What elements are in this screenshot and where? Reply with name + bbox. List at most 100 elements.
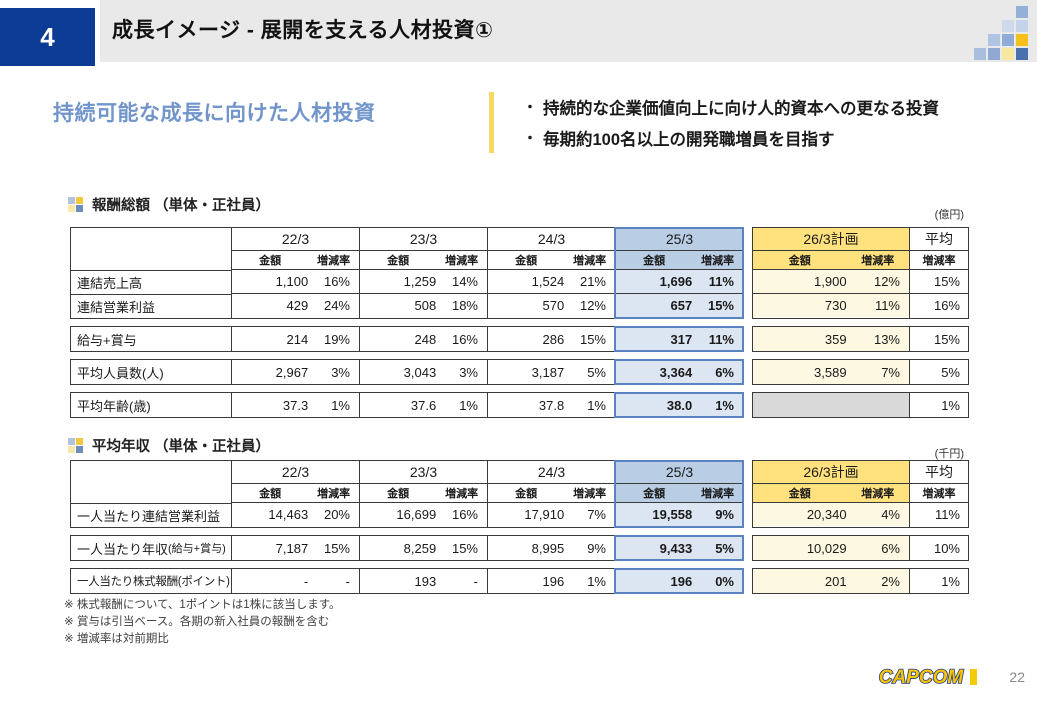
left-block: 一人当たり株式報酬(ポイント) -- 193- 196 1% 196 0% <box>70 568 744 594</box>
column-24-3: 24/3 金額 増減率 17,910 7% <box>487 461 615 527</box>
year-header: 24/3 <box>537 231 566 247</box>
table1: 連結売上高 連結営業利益 22/3 金額 増減率 1,100 16% 429 24% … <box>70 227 969 425</box>
data-cell: 196 1% <box>542 573 606 589</box>
table2-left-block: 一人当たり連結営業利益 22/3 金額 増減率 14,463 20% 23/3 金額… <box>70 460 744 528</box>
data-cell: 359 13% <box>753 327 909 351</box>
sub-header: 金額 増減率 <box>753 250 909 269</box>
table1-left-block: 連結売上高 連結営業利益 22/3 金額 増減率 1,100 16% 429 24% … <box>70 227 744 319</box>
year-header: 25/3 <box>616 461 743 483</box>
bullet-marker-icon: ・ <box>523 98 537 115</box>
rate-value: 24% <box>323 298 350 313</box>
row-label: 平均人員数(人) <box>77 365 164 381</box>
data-cell: 11% <box>910 502 968 526</box>
sub-header: 金額 増減率 <box>488 483 615 502</box>
data-cell: 508 18% <box>360 293 487 317</box>
column-25-3-highlighted: 25/3 金額 増減率 1,696 11% 657 15% <box>614 227 744 319</box>
data-cell: 37.3 1% <box>282 397 350 413</box>
header-bar <box>100 0 1037 62</box>
empty-cell <box>753 393 909 417</box>
data-cell: 1,100 16% <box>232 269 359 293</box>
column-23-3: 23/3 金額 増減率 1,259 14% 508 18% <box>359 228 487 318</box>
amount-value: 657 <box>670 298 693 313</box>
sub-header: 金額 増減率 <box>232 250 359 269</box>
data-cell: 8,259 15% <box>403 540 478 556</box>
data-cell: 14,463 20% <box>232 502 359 526</box>
rate-value: 14% <box>451 274 478 289</box>
right-block: 3,589 7% 5% <box>752 359 969 385</box>
footnote-line: ※ 株式報酬について、1ポイントは1株に該当します。 <box>64 599 341 611</box>
amount-value: 730 <box>824 298 847 313</box>
right-block: 10,029 6% 10% <box>752 535 969 561</box>
data-cell: 657 15% <box>616 293 743 317</box>
data-cell: 193- <box>414 573 478 589</box>
rate-value: 21% <box>579 274 606 289</box>
amount-value: 429 <box>286 298 309 313</box>
row-label: 一人当たり連結営業利益 <box>71 503 231 527</box>
data-cell: 3,364 6% <box>659 364 734 380</box>
sub-header: 金額 増減率 <box>360 250 487 269</box>
amount-value: 1,900 <box>814 274 847 289</box>
bullet-text: 毎期約100名以上の開発職増員を目指す <box>543 131 835 150</box>
rate-value: 15% <box>707 298 734 313</box>
year-header: 23/3 <box>409 464 438 480</box>
sub-header: 増減率 <box>910 250 968 269</box>
amount-value: 1,100 <box>275 274 309 289</box>
data-cell: 5% <box>941 364 960 380</box>
rate-value: 12% <box>873 274 900 289</box>
data-cell: 3,043 3% <box>403 364 478 380</box>
rate-value: 18% <box>451 298 478 313</box>
table1-row-band: 給与+賞与 214 19% 248 16% 286 15% 317 11% 359 13%… <box>70 326 969 352</box>
row-label: 連結売上高 <box>71 270 231 294</box>
data-cell: 16,699 16% <box>360 502 487 526</box>
average-header: 平均 <box>925 231 953 247</box>
year-header: 25/3 <box>616 228 743 250</box>
sub-header: 金額 増減率 <box>616 483 743 502</box>
table2: 一人当たり連結営業利益 22/3 金額 増減率 14,463 20% 23/3 金額… <box>70 460 969 601</box>
right-block: 201 2% 1% <box>752 568 969 594</box>
sub-header: 増減率 <box>910 483 968 502</box>
table1-unit: (億円) <box>934 209 964 221</box>
year-header: 23/3 <box>409 231 438 247</box>
average-header: 平均 <box>925 464 953 480</box>
row-label: 一人当たり年収 (給与+賞与) <box>77 541 226 557</box>
bullet-list: ・ 持続的な企業価値向上に向け人的資本への更なる投資 ・ 毎期約100名以上の開… <box>517 91 939 154</box>
data-cell: 37.8 1% <box>538 397 606 413</box>
capcom-logo-text: CAPCOM <box>879 667 965 688</box>
table2-title: 平均年収 （単体・正社員） <box>92 439 271 455</box>
data-cell: 1,524 21% <box>488 269 615 293</box>
label-column: 一人当たり連結営業利益 <box>71 461 231 527</box>
sub-header: 金額 増減率 <box>753 483 909 502</box>
left-block: 給与+賞与 214 19% 248 16% 286 15% 317 11% <box>70 326 744 352</box>
amount-header: 金額 <box>259 255 282 267</box>
footnote-line: ※ 増減率は対前期比 <box>64 633 169 645</box>
column-average: 平均 増減率 11% <box>909 461 968 527</box>
data-cell: 10,029 6% <box>753 536 909 560</box>
data-cell: 8,995 9% <box>531 540 606 556</box>
amount-value: 570 <box>542 298 565 313</box>
grid-squares-icon <box>68 438 83 453</box>
year-header: 22/3 <box>281 231 310 247</box>
data-cell: 1% <box>941 573 960 589</box>
amount-value: 508 <box>414 298 437 313</box>
rate-header: 増減率 <box>317 255 351 267</box>
rate-value: 16% <box>323 274 350 289</box>
stairs-squares-icon <box>974 6 1028 60</box>
table1-section-title: 報酬総額 （単体・正社員） <box>68 194 270 215</box>
table2-right-block: 26/3計画 金額 増減率 20,340 4% 平均 増減率 11% <box>752 460 969 528</box>
data-cell: -- <box>303 573 350 589</box>
label-column: 連結売上高 連結営業利益 <box>71 228 231 318</box>
data-cell: 3,589 7% <box>753 360 909 384</box>
data-cell: 1% <box>941 397 960 413</box>
row-label: 給与+賞与 <box>77 332 137 348</box>
amount-value: 1,696 <box>659 274 693 289</box>
data-cell: 196 0% <box>670 573 734 589</box>
table1-title: 報酬総額 （単体・正社員） <box>92 198 271 214</box>
corner-cell <box>71 461 231 503</box>
table2-section-title: 平均年収 （単体・正社員） <box>68 435 270 456</box>
slide-number-badge: 4 <box>0 8 95 66</box>
year-header: 24/3 <box>537 464 566 480</box>
rate-value: 16% <box>933 298 960 313</box>
row-label: 平均年齢(歳) <box>77 398 151 414</box>
intro-heading: 持続可能な成長に向けた人材投資 <box>53 102 376 125</box>
rate-value: 15% <box>933 274 960 289</box>
